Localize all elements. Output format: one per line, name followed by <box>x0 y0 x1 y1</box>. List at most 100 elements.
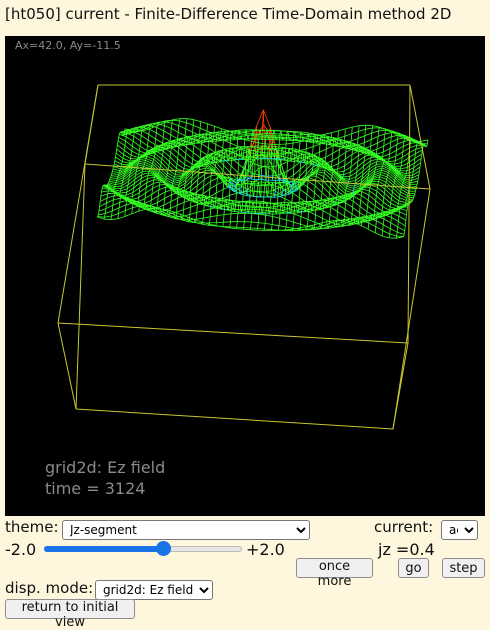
mesh-segment <box>387 213 388 214</box>
mesh-segment <box>236 227 237 228</box>
mesh-segment <box>281 148 282 155</box>
mesh-segment <box>173 119 180 120</box>
mesh-segment <box>338 205 339 212</box>
mesh-segment <box>424 144 425 145</box>
box-edge <box>393 189 430 429</box>
mesh-segment <box>411 178 418 180</box>
mesh-segment <box>371 133 372 140</box>
mesh-segment <box>221 129 228 131</box>
mesh-segment <box>323 186 330 193</box>
mesh-segment <box>398 227 405 231</box>
mesh-segment <box>186 147 187 153</box>
go-button[interactable]: go <box>398 558 429 578</box>
mesh-segment <box>328 204 329 207</box>
return-initial-view-button[interactable]: return to initial view <box>5 599 135 619</box>
mesh-segment <box>389 234 390 238</box>
mesh-segment <box>407 163 408 167</box>
mesh-segment <box>371 143 378 146</box>
mesh-segment <box>186 147 193 153</box>
step-button[interactable]: step <box>442 558 485 578</box>
mesh-segment <box>111 219 118 220</box>
mesh-segment <box>176 216 183 217</box>
mesh-segment <box>395 178 396 180</box>
mesh-segment <box>244 222 245 228</box>
mesh-segment <box>215 206 222 207</box>
mesh-segment <box>383 219 384 225</box>
mesh-segment <box>377 184 378 187</box>
mesh-segment <box>372 218 373 220</box>
mesh-segment <box>395 157 402 160</box>
mesh-segment <box>202 224 209 225</box>
mesh-segment <box>276 147 283 148</box>
mesh-segment <box>338 157 339 164</box>
mesh-segment <box>163 137 164 143</box>
mesh-segment <box>316 202 317 207</box>
mesh-segment <box>397 232 404 234</box>
mesh-segment <box>237 222 238 228</box>
mesh-segment <box>249 135 256 136</box>
mesh-segment <box>356 219 357 221</box>
mesh-segment <box>346 191 353 193</box>
mesh-segment <box>197 205 198 213</box>
mesh-segment <box>398 173 399 174</box>
mesh-segment <box>342 222 343 225</box>
mesh-segment <box>230 222 231 227</box>
mesh-segment <box>245 133 252 134</box>
mesh-segment <box>120 198 121 202</box>
mesh-segment <box>179 148 186 154</box>
mesh-segment <box>165 190 172 192</box>
mesh-segment <box>378 213 379 214</box>
mesh-segment <box>186 123 193 126</box>
mesh-segment <box>297 188 298 190</box>
mesh-segment <box>231 206 232 214</box>
mesh-segment <box>369 191 376 196</box>
mesh-segment <box>122 162 123 165</box>
mesh-segment <box>294 214 295 222</box>
mesh-segment <box>164 131 171 135</box>
mesh-segment <box>229 227 230 228</box>
mesh-segment <box>379 216 380 217</box>
once-more-button[interactable]: once more <box>296 558 373 578</box>
mesh-segment <box>158 190 159 196</box>
mesh-segment <box>124 150 125 154</box>
mesh-segment <box>209 193 216 197</box>
mesh-segment <box>149 129 150 134</box>
current-select[interactable]: ac <box>441 520 478 540</box>
mesh-segment <box>390 150 397 154</box>
mesh-segment <box>204 176 211 180</box>
mesh-segment <box>384 215 385 219</box>
disp-mode-select[interactable]: grid2d: Ez field <box>95 580 213 600</box>
mesh-segment <box>236 154 237 159</box>
simulation-canvas[interactable]: Ax=42.0, Ay=-11.5 grid2d: Ez field time … <box>5 36 485 516</box>
mesh-segment <box>304 182 305 183</box>
mesh-segment <box>177 198 178 205</box>
mesh-segment <box>286 220 287 227</box>
slider-thumb[interactable] <box>156 541 171 556</box>
mesh-segment <box>178 153 185 159</box>
mesh-segment <box>224 159 225 165</box>
mesh-segment <box>356 218 357 219</box>
mesh-segment <box>391 137 392 143</box>
mesh-segment <box>333 171 334 172</box>
mesh-segment <box>250 191 251 201</box>
mesh-segment <box>364 146 371 148</box>
mesh-segment <box>299 198 300 206</box>
mesh-segment <box>117 145 118 149</box>
mesh-segment <box>163 151 164 155</box>
mesh-segment <box>259 135 266 136</box>
mesh-segment <box>315 215 316 223</box>
mesh-segment <box>317 172 324 173</box>
mesh-segment <box>139 193 146 197</box>
mesh-segment <box>199 135 200 140</box>
theme-select[interactable]: Jz-segment <box>62 520 310 540</box>
mesh-segment <box>402 152 403 158</box>
mesh-segment <box>141 178 148 182</box>
mesh-segment <box>140 183 147 188</box>
jz-slider[interactable] <box>44 541 242 557</box>
mesh-segment <box>338 166 345 169</box>
mesh-segment <box>340 196 341 197</box>
mesh-segment <box>368 206 375 211</box>
mesh-segment <box>105 214 106 218</box>
wireframe-scene[interactable] <box>5 36 485 516</box>
mesh-segment <box>308 187 315 193</box>
